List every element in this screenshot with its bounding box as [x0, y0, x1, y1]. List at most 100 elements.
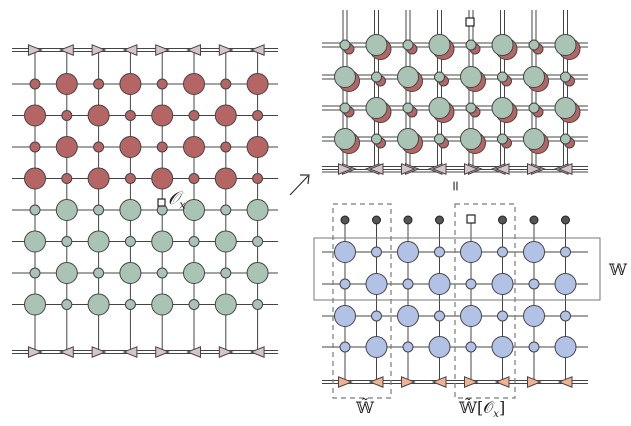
tensor-node-small — [402, 278, 414, 290]
boundary-triangle-left — [249, 44, 265, 56]
tensor-node-large — [24, 167, 46, 190]
tensor-node-large — [334, 128, 356, 150]
tensor-node-large — [365, 34, 388, 56]
tensor-node-large — [183, 73, 205, 95]
tensor-node-large — [523, 66, 545, 88]
tensor-node-large — [24, 104, 46, 127]
tensor-node-large — [334, 241, 356, 263]
tensor-node-large — [554, 273, 577, 295]
tensor-node-small — [156, 267, 168, 279]
tensor-node-large — [365, 273, 388, 295]
tensor-node-small — [497, 133, 508, 145]
tensor-node-small — [93, 141, 105, 153]
tensor-node-small — [29, 78, 41, 90]
tensor-node-large — [365, 97, 388, 119]
tensor-node-large — [55, 73, 78, 95]
boundary-triangle-right — [338, 163, 353, 175]
boundary-triangle-left — [494, 163, 510, 175]
bottom-right-network-panel — [313, 203, 601, 399]
equals-sign: = — [446, 180, 463, 192]
tensor-node-small — [371, 246, 382, 258]
boundary-triangle-left — [186, 44, 201, 56]
tensor-node-small — [252, 173, 264, 184]
physical-leg-dot — [561, 215, 570, 225]
tensor-node-large — [246, 199, 269, 221]
left-network-panel — [12, 44, 278, 358]
tensor-node-large — [55, 136, 78, 158]
tensor-node-large — [183, 199, 205, 221]
tensor-node-small — [371, 133, 382, 145]
tensor-node-small — [528, 102, 540, 114]
operator-box — [465, 17, 475, 27]
tensor-node-small — [124, 299, 136, 310]
w-tilde-operator-column-box — [454, 203, 516, 399]
w-tilde-label: 𝕎̃ — [356, 398, 374, 417]
w-tilde-column-box — [332, 203, 392, 399]
boundary-triangle-left — [368, 163, 384, 175]
boundary-triangle-right — [401, 163, 416, 175]
tensor-node-large — [365, 336, 388, 358]
boundary-triangle-right — [464, 376, 479, 388]
tensor-node-small — [188, 110, 200, 121]
tensor-node-small — [124, 173, 136, 184]
boundary-triangle-right — [91, 44, 107, 56]
tensor-node-small — [371, 310, 382, 322]
tensor-node-large — [87, 230, 110, 253]
tensor-node-small — [29, 267, 41, 279]
operator-box — [466, 214, 476, 224]
tensor-node-small — [434, 246, 445, 258]
tensor-node-large — [24, 293, 46, 316]
tensor-node-small — [560, 310, 571, 322]
tensor-node-large — [246, 73, 269, 95]
tensor-node-large — [119, 73, 142, 95]
tensor-node-large — [87, 167, 110, 190]
tensor-node-large — [119, 136, 142, 158]
boundary-triangle-left — [58, 44, 74, 56]
boundary-triangle-right — [155, 44, 171, 56]
boundary-triangle-right — [218, 346, 234, 358]
tensor-node-large — [87, 104, 110, 127]
physical-leg-dot — [529, 215, 539, 225]
tensor-node-small — [93, 267, 105, 279]
tensor-node-large — [554, 97, 577, 119]
tensor-node-small — [252, 110, 264, 121]
boundary-triangle-left — [431, 163, 447, 175]
boundary-triangle-left — [58, 346, 74, 358]
boundary-triangle-right — [155, 346, 171, 358]
tensor-node-small — [61, 110, 73, 121]
tensor-node-small — [156, 78, 168, 90]
tensor-node-large — [214, 230, 237, 253]
tensor-node-large — [151, 167, 174, 190]
tensor-node-large — [491, 273, 514, 295]
tensor-node-large — [428, 336, 451, 358]
tensor-node-large — [151, 293, 174, 316]
tensor-node-large — [55, 199, 78, 221]
tensor-node-large — [491, 97, 514, 119]
top-right-network-panel — [322, 10, 588, 175]
tensor-node-large — [460, 305, 482, 327]
boundary-triangle-left — [122, 44, 138, 56]
boundary-triangle-right — [527, 376, 542, 388]
tensor-node-small — [528, 341, 540, 353]
tensor-node-small — [124, 236, 136, 247]
tensor-node-large — [87, 293, 110, 316]
tensor-node-small — [156, 141, 168, 153]
tensor-node-large — [151, 104, 174, 127]
boundary-triangle-left — [494, 376, 510, 388]
tensor-node-large — [183, 262, 205, 284]
tensor-node-small — [93, 78, 105, 90]
boundary-triangle-left — [557, 163, 573, 175]
tensor-node-large — [24, 230, 46, 253]
tensor-node-large — [246, 262, 269, 284]
tensor-node-large — [554, 336, 577, 358]
tensor-node-large — [460, 241, 482, 263]
tensor-node-small — [61, 173, 73, 184]
tensor-node-large — [491, 34, 514, 56]
tensor-node-large — [460, 128, 482, 150]
w-row-box — [313, 237, 601, 301]
boundary-triangle-right — [91, 346, 107, 358]
tensor-node-large — [397, 66, 419, 88]
tensor-node-small — [252, 299, 264, 310]
boundary-triangle-right — [28, 44, 43, 56]
tensor-node-large — [523, 241, 545, 263]
